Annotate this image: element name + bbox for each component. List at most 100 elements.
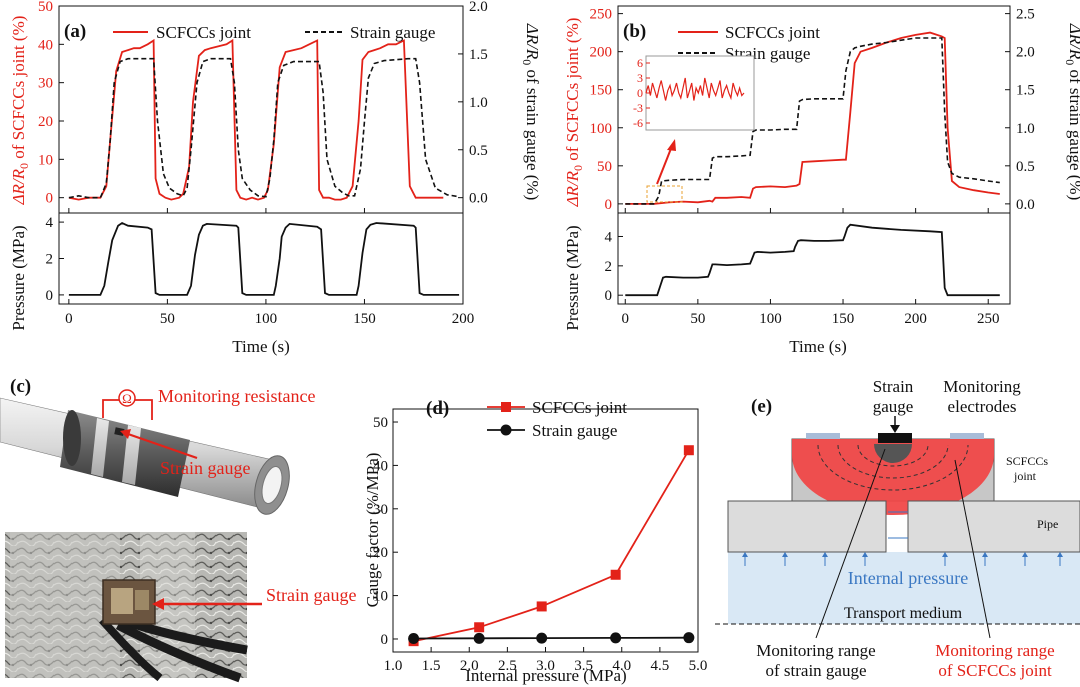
legend-a-joint-label: SCFCCs joint bbox=[156, 23, 251, 42]
panel-a-axes: 0 50 100 150 200 0 10 20 30 40 50 0.0 0.5 1.0 1.5 2.0 0 2… bbox=[38, 0, 488, 327]
photo-wire-2 bbox=[115, 621, 242, 683]
d-gauge-point bbox=[408, 633, 420, 645]
electrode-right bbox=[950, 433, 984, 439]
d-y-tick-label: 10 bbox=[373, 589, 388, 605]
y-right-tick-label: 1.0 bbox=[469, 95, 488, 111]
pressure-arrowhead bbox=[822, 552, 828, 557]
strain-gauge-arrowhead-photo bbox=[152, 598, 164, 610]
strain-gauge-line bbox=[68, 57, 460, 199]
pressure-tick-label: 0 bbox=[46, 288, 54, 304]
inset-tick-label: -6 bbox=[633, 116, 643, 130]
d-y-tick-label: 50 bbox=[373, 415, 388, 431]
d-x-tick-label: 5.0 bbox=[689, 658, 708, 674]
strain-gauge-line bbox=[625, 37, 1000, 205]
pressure-arrowhead bbox=[1022, 552, 1028, 557]
internal-pressure-label: Internal pressure bbox=[848, 568, 968, 588]
electrode-left bbox=[806, 433, 840, 439]
panel-d-label: (d) bbox=[426, 398, 449, 419]
panel-a-left-ylabel: ΔR/R0 of SCFCCs joint (%) bbox=[9, 16, 31, 206]
d-gauge-point bbox=[536, 632, 548, 644]
gauge-patch bbox=[114, 427, 125, 436]
panel-b-left-ylabel: ΔR/R0 of SCFCCs joint (%) bbox=[563, 18, 585, 208]
panel-e: (e) Strain gauge Monitoring electrodes S… bbox=[715, 377, 1080, 680]
panel-b-zoom-box bbox=[646, 185, 683, 203]
panel-d: 1.0 1.5 2.0 2.5 3.0 3.5 4.0 4.5 5.0 0 10 20 30 40 50 (… bbox=[363, 398, 707, 685]
pressure-arrowhead bbox=[742, 552, 748, 557]
y-left-tick-label: 50 bbox=[597, 159, 612, 175]
photo-tape-band bbox=[10, 532, 120, 678]
y-left-tick-label: 150 bbox=[590, 83, 613, 99]
y-right-tick-label: 0.0 bbox=[1016, 197, 1035, 213]
joint-range-label-line1: Monitoring range bbox=[935, 641, 1054, 660]
gauge-range-pointer bbox=[815, 448, 886, 639]
joint-range-pointer bbox=[954, 459, 991, 639]
y-left-tick-label: 50 bbox=[38, 0, 53, 15]
scfccs-joint-line bbox=[625, 31, 1000, 205]
panel-b-right-ylabel: ΔR/R0 of strain gauge (%) bbox=[1063, 23, 1080, 201]
strain-gauge-element bbox=[878, 433, 912, 443]
y-right-tick-label: 1.5 bbox=[469, 47, 488, 63]
pipe-bore bbox=[261, 466, 283, 504]
x-tick-label: 150 bbox=[832, 311, 855, 327]
x-tick-label: 50 bbox=[690, 311, 705, 327]
pressure-tick-label: 2 bbox=[46, 252, 54, 268]
d-gauge-point bbox=[610, 632, 622, 644]
pressure-line bbox=[68, 221, 460, 296]
gauge-range-label-line2: of strain gauge bbox=[765, 661, 866, 680]
pipe-render bbox=[0, 397, 290, 515]
x-tick-label: 100 bbox=[255, 311, 278, 327]
pressure-arrowhead bbox=[1057, 552, 1063, 557]
electrodes-label-line1: Monitoring bbox=[943, 377, 1021, 396]
y-left-tick-label: 20 bbox=[38, 114, 53, 130]
pressure-tick-label: 4 bbox=[46, 215, 54, 231]
panel-b-zoom-arrow bbox=[656, 145, 673, 185]
photo-gauge-grid-2 bbox=[135, 590, 149, 610]
d-gauge-point bbox=[683, 632, 695, 644]
legend-d-gauge-marker bbox=[500, 424, 512, 436]
panel-a-bottom-ylabel: Pressure (MPa) bbox=[9, 225, 28, 330]
field-line-1 bbox=[817, 444, 969, 491]
d-x-tick-label: 4.0 bbox=[612, 658, 631, 674]
electrodes-label-line2: electrodes bbox=[948, 397, 1017, 416]
y-right-tick-label: 2.0 bbox=[469, 0, 488, 15]
pressure-arrowhead bbox=[942, 552, 948, 557]
panel-a: 0 50 100 150 200 0 10 20 30 40 50 0.0 0.5 1.0 1.5 2.0 0 2… bbox=[9, 0, 542, 356]
panel-a-legend: SCFCCs joint Strain gauge bbox=[113, 23, 435, 42]
pressure-line bbox=[625, 223, 1000, 297]
d-joint-line bbox=[413, 449, 690, 643]
d-joint-point bbox=[474, 622, 485, 633]
inset-tick-label: -3 bbox=[633, 101, 643, 115]
d-joint-point bbox=[683, 445, 694, 456]
y-left-tick-label: 30 bbox=[38, 76, 53, 92]
y-left-tick-label: 0 bbox=[46, 191, 54, 207]
y-left-tick-label: 250 bbox=[590, 7, 613, 23]
pipe-left-section bbox=[727, 500, 887, 553]
monitoring-resistance-callout: Monitoring resistance bbox=[158, 386, 315, 406]
scfccs-joint-line bbox=[68, 38, 444, 201]
internal-pressure-region bbox=[728, 552, 1080, 624]
x-tick-label: 50 bbox=[160, 311, 175, 327]
x-tick-label: 0 bbox=[65, 311, 73, 327]
panel-d-series bbox=[408, 445, 695, 647]
x-tick-label: 200 bbox=[452, 311, 475, 327]
d-gauge-line bbox=[413, 636, 689, 640]
y-right-tick-label: 2.5 bbox=[1016, 7, 1035, 23]
joint-band-right bbox=[122, 425, 141, 485]
pressure-arrowhead bbox=[982, 552, 988, 557]
inset-tick-label: 3 bbox=[637, 71, 643, 85]
pipe-label: Pipe bbox=[1037, 517, 1058, 531]
strain-gauge-label-line1: Strain bbox=[873, 377, 914, 396]
photo-gauge-grid bbox=[111, 588, 133, 614]
panel-b-label: (b) bbox=[623, 21, 646, 42]
strain-gauge-pointer-head bbox=[890, 425, 900, 433]
joint-label-line2: joint bbox=[1013, 469, 1037, 483]
ohm-circle bbox=[118, 389, 136, 407]
d-gauge-point bbox=[473, 632, 485, 644]
field-line-2 bbox=[837, 444, 949, 479]
d-y-tick-label: 40 bbox=[373, 458, 388, 474]
y-left-tick-label: 10 bbox=[38, 152, 53, 168]
d-x-tick-label: 2.0 bbox=[460, 658, 479, 674]
panel-b-xlabel: Time (s) bbox=[789, 337, 846, 356]
photo-wire-3 bbox=[99, 617, 163, 682]
gauge-sensing-region bbox=[874, 444, 912, 463]
